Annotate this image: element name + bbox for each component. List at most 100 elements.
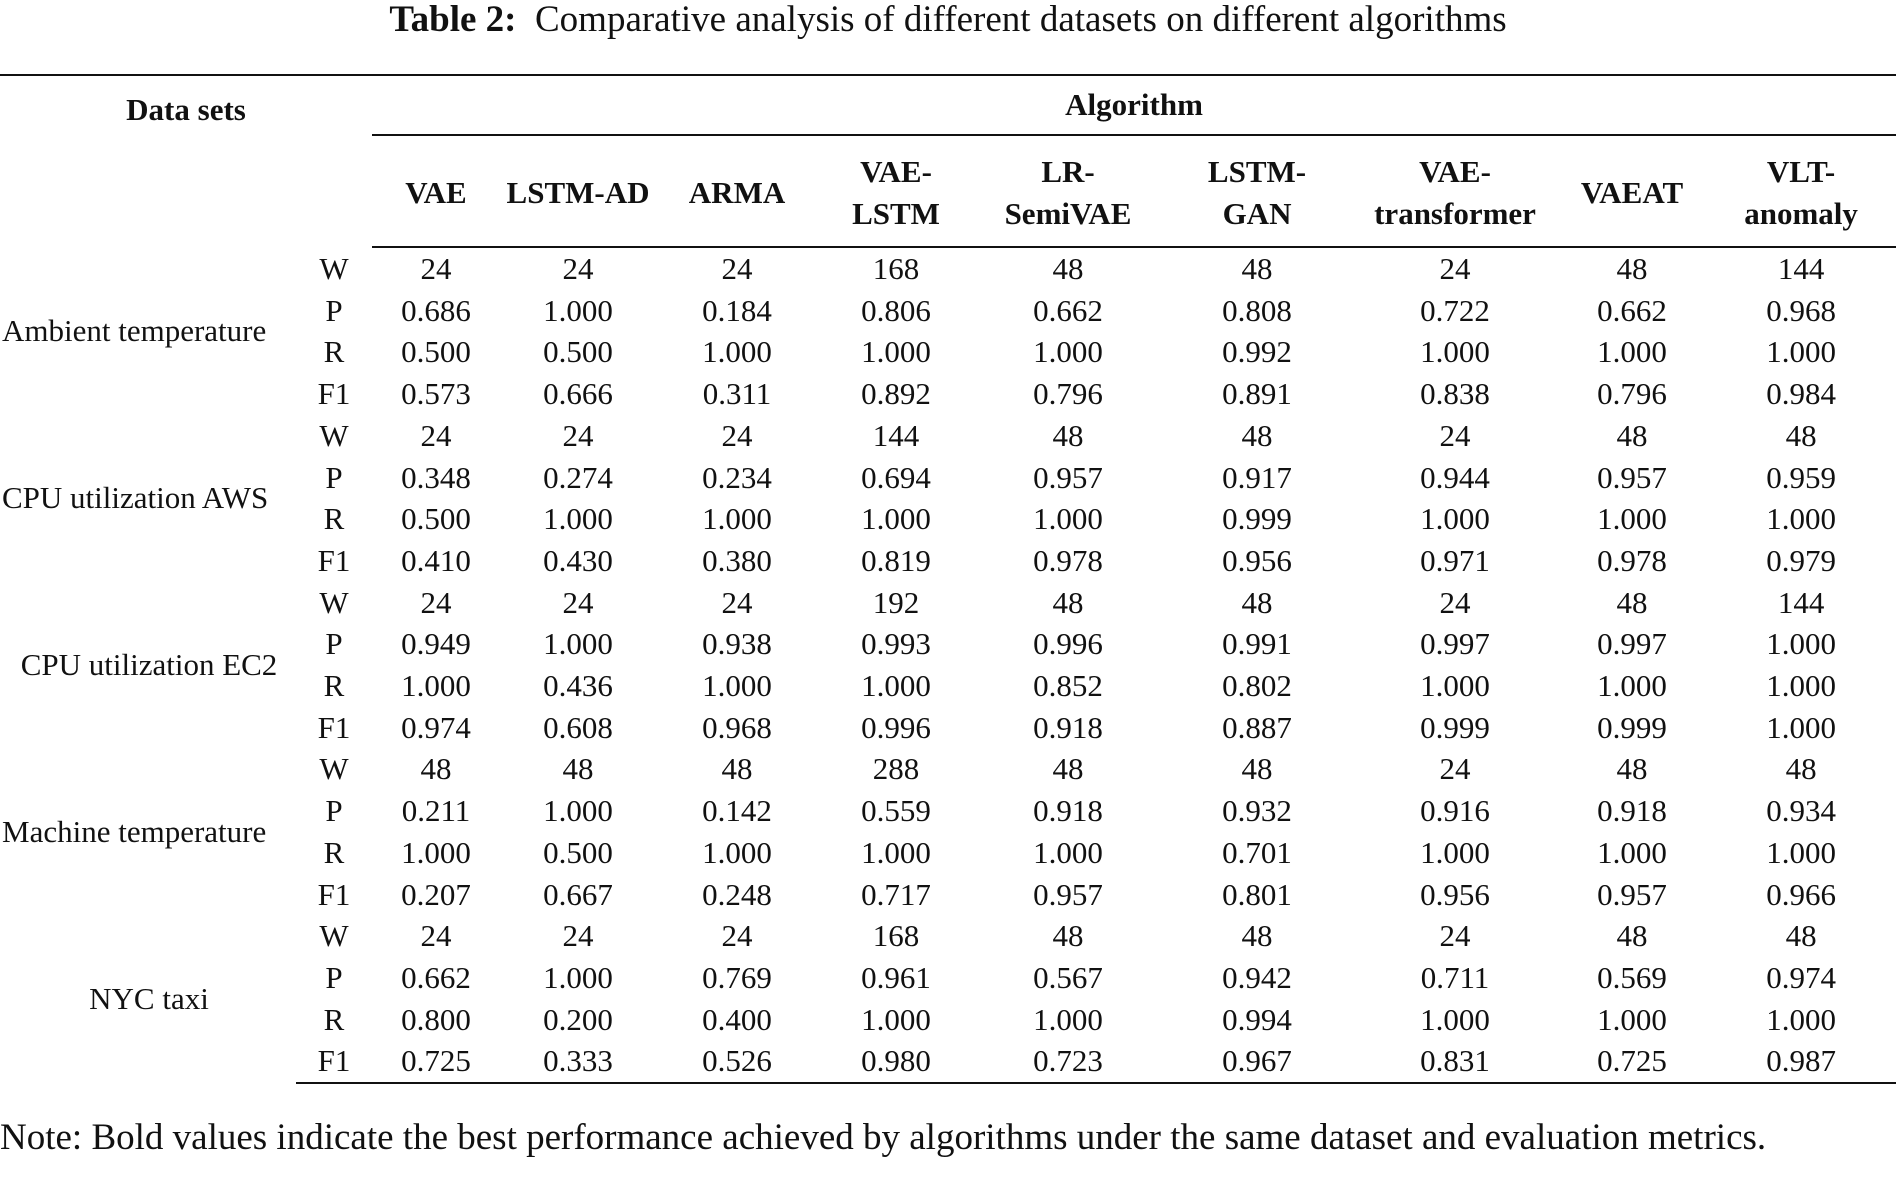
value-cell: 0.725 <box>1558 1040 1707 1085</box>
value-cell: 0.211 <box>401 793 471 829</box>
value-cell: 0.967 <box>1162 1040 1353 1085</box>
value-cell: 0.959 <box>1766 459 1836 495</box>
value-cell: 0.808 <box>1222 292 1292 328</box>
value-cell: 0.802 <box>1222 668 1292 704</box>
value-cell: 0.974 <box>1766 959 1836 995</box>
value-cell: 48 <box>1785 417 1817 453</box>
value-cell: 0.994 <box>1222 1001 1292 1037</box>
value-cell: 0.234 <box>702 459 772 495</box>
value-cell: 48 <box>721 751 753 787</box>
value-cell: 48 <box>562 751 594 787</box>
value-cell: 0.980 <box>818 1040 975 1085</box>
value-cell: 0.500 <box>401 501 471 537</box>
value-cell: 0.725 <box>372 1040 501 1085</box>
value-cell: 0.999 <box>1420 709 1490 745</box>
value-cell: 0.916 <box>1420 793 1490 829</box>
value-cell: 24 <box>562 417 594 453</box>
value-cell: 1.000 <box>1420 834 1490 870</box>
value-cell: 1.000 <box>543 501 613 537</box>
value-cell: 24 <box>420 417 452 453</box>
value-cell: 0.918 <box>1597 793 1667 829</box>
value-cell: 1.000 <box>861 834 931 870</box>
value-cell: 1.000 <box>1766 834 1836 870</box>
value-cell: 0.956 <box>1420 876 1490 912</box>
value-cell: 0.957 <box>1033 876 1103 912</box>
value-cell: 0.248 <box>702 876 772 912</box>
value-cell: 0.806 <box>861 292 931 328</box>
value-cell: 0.974 <box>401 709 471 745</box>
value-cell: 48 <box>1241 251 1273 286</box>
metric-label: R <box>323 834 345 870</box>
algorithm-col-lstm-gan: LSTM- GAN <box>1162 135 1353 248</box>
value-cell: 1.000 <box>1420 501 1490 537</box>
value-cell: 0.608 <box>543 709 613 745</box>
value-cell: 0.711 <box>1420 959 1490 995</box>
value-cell: 1.000 <box>1033 334 1103 370</box>
algorithm-col-vae-transformer: VAE-transformer <box>1352 135 1559 248</box>
value-cell: 48 <box>1785 751 1817 787</box>
value-cell: 0.957 <box>1033 459 1103 495</box>
value-cell: 0.686 <box>401 292 471 328</box>
value-cell: 48 <box>420 751 452 787</box>
value-cell: 1.000 <box>1597 668 1667 704</box>
value-cell: 0.991 <box>1222 626 1292 662</box>
value-cell: 1.000 <box>1420 668 1490 704</box>
value-cell: 1.000 <box>1033 834 1103 870</box>
value-cell: 1.000 <box>1766 1001 1836 1037</box>
value-cell: 1.000 <box>401 834 471 870</box>
algorithm-col-vaeat: VAEAT <box>1558 135 1707 248</box>
value-cell: 1.000 <box>543 292 613 328</box>
metric-label: W <box>319 751 349 787</box>
value-cell: 48 <box>1052 251 1084 286</box>
value-cell: 24 <box>721 251 753 286</box>
value-cell: 0.796 <box>1597 376 1667 412</box>
metric-label: P <box>325 626 343 662</box>
value-cell: 0.722 <box>1420 292 1490 328</box>
value-cell: 24 <box>1439 918 1471 954</box>
value-cell: 0.966 <box>1766 876 1836 912</box>
value-cell: 1.000 <box>861 334 931 370</box>
value-cell: 0.918 <box>1033 793 1103 829</box>
value-cell: 0.701 <box>1222 834 1292 870</box>
value-cell: 0.968 <box>1766 292 1836 328</box>
value-cell: 1.000 <box>543 793 613 829</box>
value-cell: 1.000 <box>1033 501 1103 537</box>
datasets-header: Data sets <box>0 74 373 247</box>
dataset-name: Machine temperature <box>2 813 267 849</box>
value-cell: 1.000 <box>1597 834 1667 870</box>
value-cell: 48 <box>1241 417 1273 453</box>
metric-label: W <box>319 417 349 453</box>
metric-label: R <box>323 501 345 537</box>
value-cell: 48 <box>1241 751 1273 787</box>
value-cell: 0.526 <box>656 1040 819 1085</box>
value-cell: 24 <box>562 251 594 286</box>
value-cell: 0.200 <box>543 1001 613 1037</box>
metric-label: F1 <box>317 542 351 578</box>
value-cell: 0.207 <box>401 876 471 912</box>
value-cell: 0.662 <box>1033 292 1103 328</box>
value-cell: 0.971 <box>1420 542 1490 578</box>
metric-label: P <box>325 292 343 328</box>
value-cell: 0.410 <box>401 542 471 578</box>
value-cell: 0.996 <box>861 709 931 745</box>
metric-label: P <box>325 959 343 995</box>
table-row: NYC taxi W 24 24 24 168 48 48 24 48 48 <box>0 915 1896 1016</box>
value-cell: 0.838 <box>1420 376 1490 412</box>
value-cell: 0.573 <box>401 376 471 412</box>
table-row: R 1.000 0.436 1.000 1.000 0.852 0.802 1.000 1.00… <box>0 665 1896 707</box>
value-cell: 1.000 <box>702 834 772 870</box>
table-row: P 0.211 1.000 0.142 0.559 0.918 0.932 0.916 0.91… <box>0 790 1896 832</box>
value-cell: 0.961 <box>861 959 931 995</box>
value-cell: 48 <box>1052 584 1084 620</box>
value-cell: 0.662 <box>401 959 471 995</box>
algorithm-col-vae-lstm: VAE- LSTM <box>818 135 975 248</box>
value-cell: 48 <box>1616 584 1648 620</box>
value-cell: 1.000 <box>543 959 613 995</box>
value-cell: 0.694 <box>861 459 931 495</box>
value-cell: 0.500 <box>401 334 471 370</box>
value-cell: 24 <box>1439 251 1471 286</box>
value-cell: 1.000 <box>702 501 772 537</box>
value-cell: 48 <box>1616 751 1648 787</box>
value-cell: 0.987 <box>1706 1040 1896 1085</box>
value-cell: 1.000 <box>702 668 772 704</box>
